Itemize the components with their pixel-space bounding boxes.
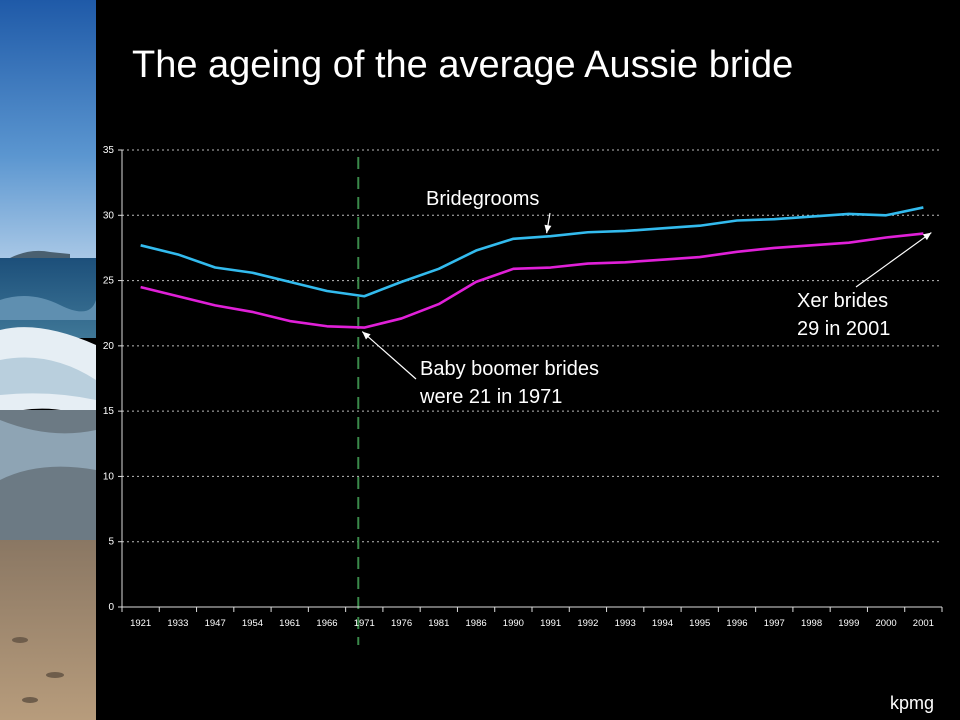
- y-tick-label: 0: [108, 602, 114, 613]
- x-tick-label: 2000: [876, 618, 897, 629]
- brides-line: [140, 232, 924, 329]
- annotation-baby-boomer-brides: Baby boomer brides were 21 in 1971: [419, 358, 599, 408]
- arrow-bridegrooms-head: [544, 224, 552, 234]
- x-tick-label: 1933: [167, 618, 188, 629]
- arrow-baby-boomer-brides-head: [362, 331, 371, 340]
- x-tick-label: 1993: [615, 618, 636, 629]
- y-tick-label: 30: [103, 210, 115, 221]
- x-tick-label: 1961: [279, 618, 300, 629]
- y-tick-label: 25: [103, 276, 115, 287]
- x-tick-label: 1991: [540, 618, 561, 629]
- x-tick-label: 1981: [428, 618, 449, 629]
- beach-photo: [0, 0, 96, 720]
- x-tick-label: 1996: [726, 618, 747, 629]
- axes: 0 5 10 15 20 25 30 35 1921 1933 1947 1954 1961 1966 19…: [103, 145, 943, 629]
- x-tick-label: 1976: [391, 618, 412, 629]
- x-tick-label: 1994: [652, 618, 673, 629]
- x-tick-label: 1999: [838, 618, 859, 629]
- bridegrooms-line: [140, 206, 924, 298]
- beach-photo-image: [0, 0, 96, 720]
- x-tick-label: 1971: [354, 618, 375, 629]
- grid-lines: [122, 149, 942, 645]
- y-tick-label: 10: [103, 471, 115, 482]
- x-tick-label: 1995: [689, 618, 710, 629]
- x-tick-label: 1954: [242, 618, 263, 629]
- brand-logo-text: kpmg: [889, 693, 934, 713]
- x-tick-label: 1990: [503, 618, 524, 629]
- y-tick-label: 20: [103, 341, 115, 352]
- annotation-xer-brides-line-0: Xer brides: [797, 290, 888, 312]
- arrow-xer-brides-head: [922, 232, 932, 241]
- y-tick-label: 35: [103, 145, 115, 156]
- annotation-xer-brides: Xer brides 29 in 2001: [797, 290, 890, 340]
- x-tick-label: 1992: [577, 618, 598, 629]
- annotation-bridegrooms: Bridegrooms: [426, 188, 539, 210]
- x-tick-label: 1921: [130, 618, 151, 629]
- series-lines: [140, 206, 924, 329]
- x-tick-label: 2001: [913, 618, 934, 629]
- annotation-bridegrooms-line-0: Bridegrooms: [426, 188, 539, 210]
- annotations: Bridegrooms Xer brides 29 in 2001 Baby boom…: [361, 188, 932, 408]
- arrow-xer-brides-line: [855, 232, 932, 288]
- annotation-baby-boomer-brides-line-1: were 21 in 1971: [419, 386, 562, 408]
- x-tick-label: 1997: [764, 618, 785, 629]
- x-tick-label: 1986: [466, 618, 487, 629]
- annotation-xer-brides-line-1: 29 in 2001: [797, 318, 890, 340]
- x-tick-label: 1966: [316, 618, 337, 629]
- annotation-baby-boomer-brides-line-0: Baby boomer brides: [420, 358, 599, 380]
- page-title: The ageing of the average Aussie bride: [132, 44, 794, 86]
- x-tick-label: 1947: [205, 618, 226, 629]
- y-tick-label: 15: [103, 406, 115, 417]
- arrow-baby-boomer-brides-line: [361, 331, 417, 380]
- y-tick-label: 5: [108, 537, 114, 548]
- x-tick-label: 1998: [801, 618, 822, 629]
